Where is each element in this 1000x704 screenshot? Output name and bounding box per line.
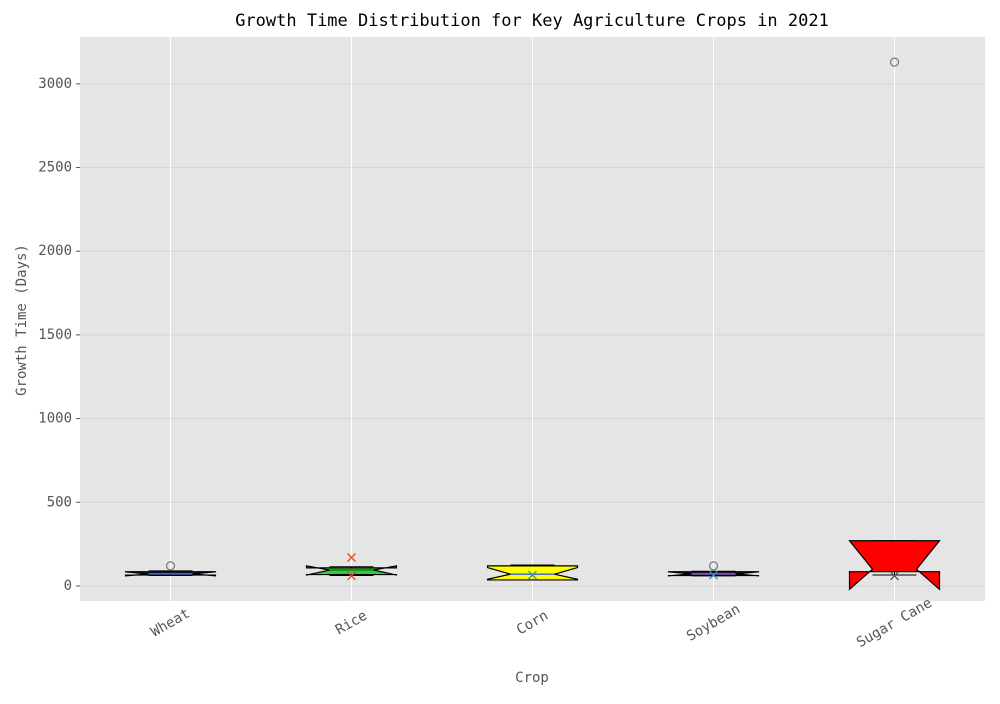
- box: [848, 540, 941, 591]
- outlier: [708, 561, 719, 571]
- y-tick-label: 500: [47, 494, 72, 510]
- y-axis-label: Growth Time (Days): [14, 244, 30, 396]
- point-marker: [347, 571, 356, 581]
- point-marker: [528, 570, 537, 580]
- point-marker: [347, 553, 356, 562]
- x-tick-label: Rice: [333, 608, 370, 639]
- y-tick-label: 0: [64, 578, 72, 594]
- point-marker: [709, 570, 718, 580]
- y-tick-label: 1500: [38, 327, 72, 343]
- y-tick-label: 1000: [38, 411, 72, 427]
- outlier: [165, 561, 176, 571]
- point-marker: [890, 571, 899, 581]
- x-tick-label: Wheat: [148, 606, 193, 641]
- y-tick-label: 2500: [38, 160, 72, 176]
- x-tick-label: Corn: [514, 608, 551, 639]
- y-tick-label: 2000: [38, 243, 72, 259]
- x-tick-label: Soybean: [684, 601, 743, 644]
- chart-title: Growth Time Distribution for Key Agricul…: [235, 11, 829, 31]
- x-axis-label: Crop: [515, 670, 549, 686]
- outlier: [889, 57, 900, 67]
- box: [486, 565, 579, 581]
- x-tick-label: Sugar Cane: [854, 595, 935, 651]
- y-tick-label: 3000: [38, 76, 72, 92]
